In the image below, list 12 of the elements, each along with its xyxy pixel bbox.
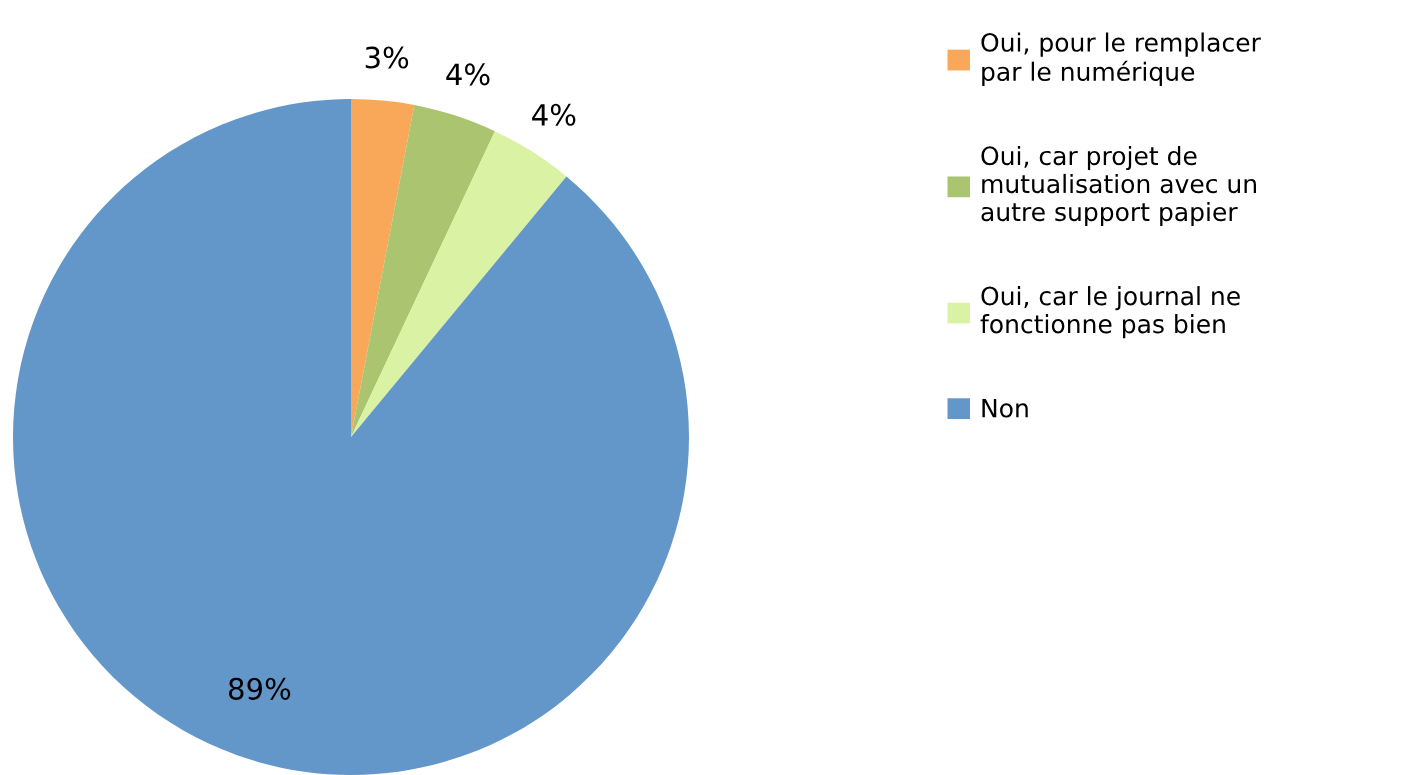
pie-slice [13, 99, 689, 775]
data-label: 4% [532, 103, 576, 126]
data-label: 4% [446, 63, 490, 86]
pie-slice [351, 131, 567, 437]
pie-slice [351, 104, 495, 437]
legend-label: Oui, pour le remplacer par le numérique [981, 32, 1261, 86]
pie-slice [351, 99, 415, 437]
data-label: 3% [365, 46, 409, 69]
legend-label: Oui, car le journal ne fonctionne pas bien [980, 286, 1240, 339]
legend-label: Non [982, 399, 1028, 418]
data-label: 89% [228, 677, 291, 700]
legend-label: Oui, car projet de mutualisation avec un autre support papier [981, 145, 1256, 227]
